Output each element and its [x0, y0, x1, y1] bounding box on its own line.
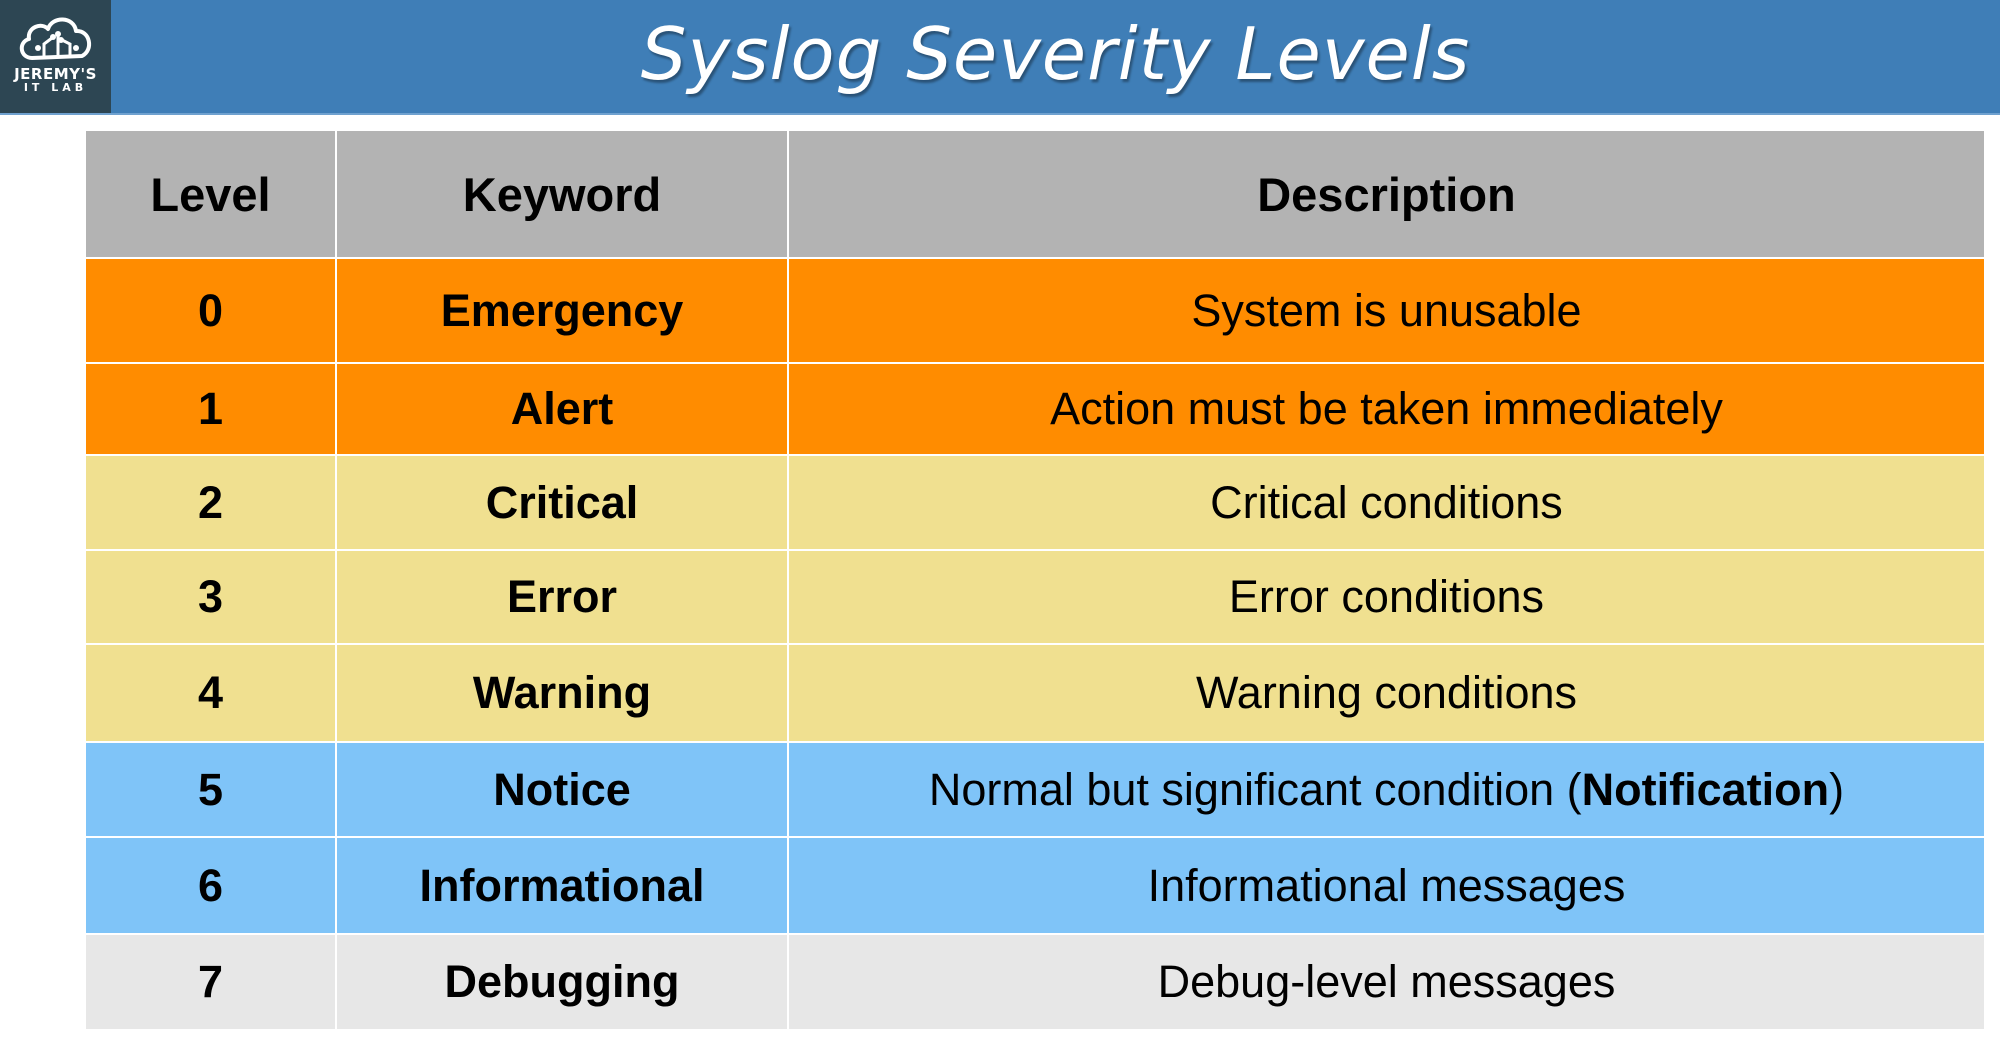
- level-cell: 6: [84, 836, 337, 935]
- slide-title: Syslog Severity Levels: [640, 12, 1471, 96]
- logo-text-line1: JEREMY'S: [14, 65, 97, 83]
- table-row: 2 Critical Critical conditions: [84, 454, 1986, 551]
- description-text: ): [1829, 763, 1845, 815]
- description-cell: System is unusable: [787, 257, 1986, 364]
- description-cell: Debug-level messages: [787, 933, 1986, 1031]
- table-row: 6 Informational Informational messages: [84, 836, 1986, 935]
- table-row: 1 Alert Action must be taken immediately: [84, 362, 1986, 456]
- keyword-cell: Notice: [335, 741, 789, 838]
- keyword-cell: Informational: [335, 836, 789, 935]
- jeremys-it-lab-logo: JEREMY'S IT LAB: [0, 0, 111, 113]
- keyword-cell: Warning: [335, 643, 789, 743]
- level-cell: 1: [84, 362, 337, 456]
- level-cell: 7: [84, 933, 337, 1031]
- level-cell: 3: [84, 549, 337, 645]
- keyword-cell: Critical: [335, 454, 789, 551]
- description-cell: Error conditions: [787, 549, 1986, 645]
- keyword-cell: Error: [335, 549, 789, 645]
- logo-text-line2: IT LAB: [23, 81, 88, 94]
- column-header-description: Description: [787, 129, 1986, 259]
- table-header-row: Level Keyword Description: [84, 129, 1986, 259]
- column-header-keyword: Keyword: [335, 129, 789, 259]
- title-bar: JEREMY'S IT LAB Syslog Severity Levels: [0, 0, 2000, 115]
- column-header-level: Level: [84, 129, 337, 259]
- table-row: 3 Error Error conditions: [84, 549, 1986, 645]
- description-cell: Warning conditions: [787, 643, 1986, 743]
- table-row: 5 Notice Normal but significant conditio…: [84, 741, 1986, 838]
- keyword-cell: Emergency: [335, 257, 789, 364]
- description-cell: Critical conditions: [787, 454, 1986, 551]
- table-row: 0 Emergency System is unusable: [84, 257, 1986, 364]
- level-cell: 0: [84, 257, 337, 364]
- description-cell: Normal but significant condition (Notifi…: [787, 741, 1986, 838]
- table-row: 4 Warning Warning conditions: [84, 643, 1986, 743]
- description-text: Normal but significant condition (: [928, 763, 1582, 815]
- cloud-circuit-icon: [19, 17, 92, 60]
- table-row: 7 Debugging Debug-level messages: [84, 933, 1986, 1031]
- level-cell: 2: [84, 454, 337, 551]
- description-emphasis: Notification: [1581, 763, 1830, 815]
- description-cell: Informational messages: [787, 836, 1986, 935]
- level-cell: 5: [84, 741, 337, 838]
- keyword-cell: Alert: [335, 362, 789, 456]
- syslog-severity-table: Level Keyword Description 0 Emergency Sy…: [84, 129, 1986, 1031]
- description-cell: Action must be taken immediately: [787, 362, 1986, 456]
- level-cell: 4: [84, 643, 337, 743]
- keyword-cell: Debugging: [335, 933, 789, 1031]
